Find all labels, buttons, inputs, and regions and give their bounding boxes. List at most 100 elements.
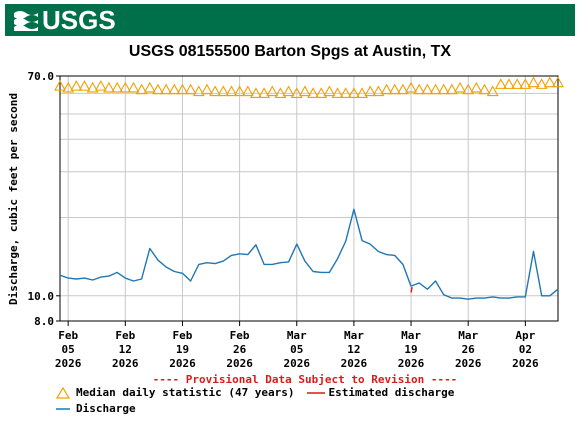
median-point xyxy=(282,85,295,97)
y-axis-label: Discharge, cubic feet per second xyxy=(7,93,20,305)
median-point xyxy=(209,85,222,97)
estimated-series xyxy=(410,286,413,293)
usgs-banner: USGS xyxy=(5,4,575,36)
median-point xyxy=(127,81,140,93)
median-point xyxy=(160,83,173,95)
median-point xyxy=(201,83,213,95)
median-point xyxy=(70,79,83,91)
x-tick-label: 2026 xyxy=(455,357,482,370)
median-point xyxy=(372,85,385,97)
x-tick-label: 12 xyxy=(347,343,360,356)
median-point xyxy=(519,78,532,89)
median-point xyxy=(380,83,393,95)
x-tick-label: 2026 xyxy=(226,357,253,370)
median-point xyxy=(323,85,336,97)
usgs-logo-text: USGS xyxy=(42,5,116,35)
legend-discharge: Discharge xyxy=(56,402,136,415)
plot-frame xyxy=(59,75,559,322)
y-tick-label: 10.0 xyxy=(28,290,55,303)
median-point xyxy=(527,76,540,88)
median-point xyxy=(307,87,320,98)
median-point xyxy=(356,87,369,98)
grid xyxy=(60,76,558,321)
x-tick-label: 2026 xyxy=(398,357,425,370)
median-point xyxy=(184,83,197,95)
x-tick-label: 19 xyxy=(176,343,189,356)
x-tick-label: 02 xyxy=(519,343,532,356)
median-point xyxy=(535,78,548,89)
median-point xyxy=(454,81,466,93)
median-point xyxy=(217,85,230,97)
median-point xyxy=(274,87,287,98)
median-point xyxy=(478,83,491,95)
x-tick-label: 2026 xyxy=(55,357,82,370)
median-point xyxy=(233,85,246,97)
median-point xyxy=(143,81,156,93)
median-point xyxy=(543,76,556,88)
median-point xyxy=(249,87,262,98)
median-point xyxy=(135,83,148,95)
x-tick-label: 2026 xyxy=(284,357,311,370)
y-tick-label: 70.0 xyxy=(28,70,55,83)
discharge-chart: 70.010.08.0 Feb052026Feb122026Feb192026F… xyxy=(7,70,564,370)
x-tick-label: Mar xyxy=(458,329,478,342)
chart-title: USGS 08155500 Barton Spgs at Austin, TX xyxy=(128,43,452,60)
median-point xyxy=(62,81,75,93)
x-tick-label: 2026 xyxy=(112,357,139,370)
median-point xyxy=(119,81,132,93)
x-tick-label: 26 xyxy=(233,343,247,356)
x-axis-ticks: Feb052026Feb122026Feb192026Feb262026Mar0… xyxy=(55,321,539,370)
median-point xyxy=(152,83,164,95)
median-point xyxy=(396,83,409,95)
legend-discharge-label: Discharge xyxy=(76,402,136,415)
median-point xyxy=(192,85,205,97)
y-axis-ticks: 70.0 10.0 8.0 xyxy=(28,70,60,328)
median-point xyxy=(364,85,377,97)
legend-median: Median daily statistic (47 years) Estima… xyxy=(56,386,454,399)
discharge-line xyxy=(59,208,559,300)
median-point xyxy=(437,83,450,95)
x-tick-label: Feb xyxy=(230,329,250,342)
x-tick-label: 26 xyxy=(462,343,476,356)
x-tick-label: Apr xyxy=(515,329,535,342)
x-tick-label: Mar xyxy=(287,329,307,342)
x-tick-label: Mar xyxy=(344,329,364,342)
median-point xyxy=(347,87,360,98)
median-point xyxy=(486,85,499,97)
median-point xyxy=(168,83,181,95)
discharge-series xyxy=(59,208,559,300)
legend-median-marker-icon xyxy=(56,386,70,399)
median-point xyxy=(225,85,238,97)
median-point xyxy=(86,81,99,93)
legend-estimated-line-icon xyxy=(306,391,325,394)
median-point xyxy=(298,85,311,97)
estimated-line xyxy=(410,286,413,293)
x-tick-label: 05 xyxy=(62,343,75,356)
median-point xyxy=(78,79,91,91)
x-tick-label: 05 xyxy=(290,343,303,356)
legend-discharge-line-icon xyxy=(56,407,70,410)
median-point xyxy=(266,85,279,97)
x-tick-label: Feb xyxy=(58,329,78,342)
median-point xyxy=(552,76,564,88)
x-tick-label: 2026 xyxy=(341,357,368,370)
median-point xyxy=(258,87,271,98)
median-point xyxy=(413,83,426,95)
x-tick-label: 2026 xyxy=(169,357,196,370)
x-tick-label: Feb xyxy=(115,329,135,342)
median-point xyxy=(241,85,254,97)
legend-estimated-label: Estimated discharge xyxy=(328,386,455,399)
median-point xyxy=(429,83,442,95)
median-point xyxy=(315,87,328,98)
median-point xyxy=(176,83,189,95)
median-point xyxy=(462,83,475,95)
provisional-note: ---- Provisional Data Subject to Revisio… xyxy=(152,373,458,386)
median-point xyxy=(421,83,434,95)
median-point xyxy=(388,83,401,95)
median-point xyxy=(94,79,107,91)
usgs-logo[interactable]: USGS xyxy=(13,7,116,33)
median-point xyxy=(331,87,344,98)
x-tick-label: 12 xyxy=(119,343,132,356)
median-point xyxy=(111,81,124,93)
x-tick-label: Mar xyxy=(401,329,421,342)
